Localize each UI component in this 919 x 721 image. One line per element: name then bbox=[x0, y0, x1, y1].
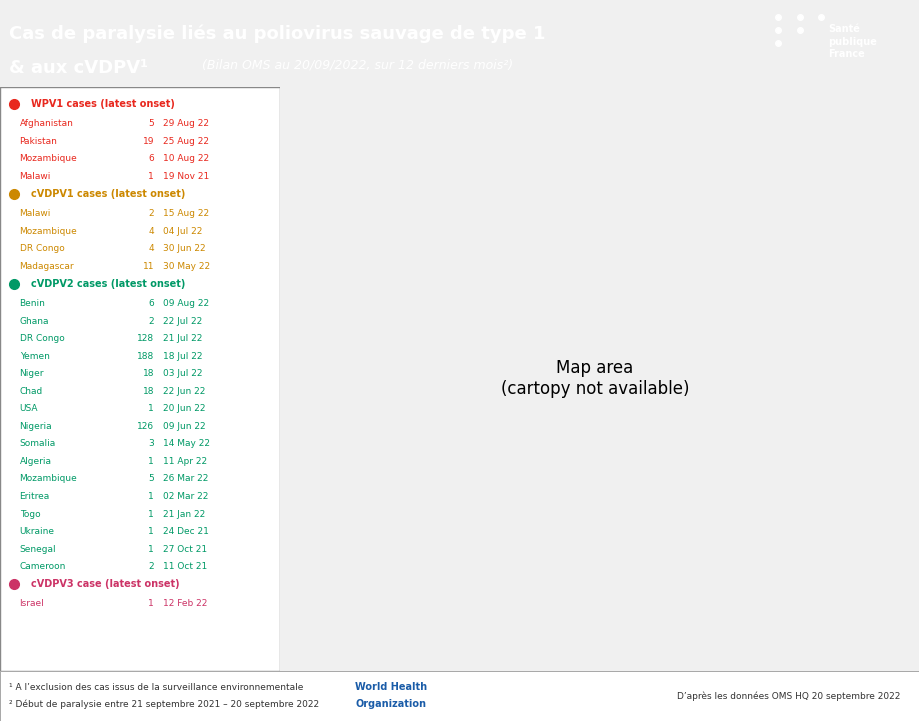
Text: 1: 1 bbox=[148, 544, 154, 554]
Text: 22 Jul 22: 22 Jul 22 bbox=[163, 317, 202, 326]
Text: Eritrea: Eritrea bbox=[19, 492, 50, 501]
Text: 24 Dec 21: 24 Dec 21 bbox=[163, 527, 209, 536]
Text: 09 Aug 22: 09 Aug 22 bbox=[163, 299, 209, 309]
Text: 1: 1 bbox=[148, 457, 154, 466]
Text: 14 May 22: 14 May 22 bbox=[163, 439, 210, 448]
Text: 12 Feb 22: 12 Feb 22 bbox=[163, 599, 207, 609]
Text: 18: 18 bbox=[142, 387, 154, 396]
Text: ² Début de paralysie entre 21 septembre 2021 – 20 septembre 2022: ² Début de paralysie entre 21 septembre … bbox=[9, 700, 319, 709]
Text: cVDPV3 case (latest onset): cVDPV3 case (latest onset) bbox=[31, 579, 179, 589]
Text: 1: 1 bbox=[148, 404, 154, 413]
Text: Mozambique: Mozambique bbox=[19, 154, 77, 164]
Text: 04 Jul 22: 04 Jul 22 bbox=[163, 227, 202, 236]
Text: Niger: Niger bbox=[19, 369, 44, 379]
Text: 2: 2 bbox=[149, 209, 154, 218]
Text: D’après les données OMS HQ 20 septembre 2022: D’après les données OMS HQ 20 septembre … bbox=[677, 691, 901, 701]
Text: Somalia: Somalia bbox=[19, 439, 56, 448]
Text: Malawi: Malawi bbox=[19, 172, 51, 181]
Text: 1: 1 bbox=[148, 599, 154, 609]
Text: cVDPV2 cases (latest onset): cVDPV2 cases (latest onset) bbox=[31, 279, 186, 289]
Text: 19: 19 bbox=[142, 137, 154, 146]
Text: 19 Nov 21: 19 Nov 21 bbox=[163, 172, 209, 181]
Text: 29 Aug 22: 29 Aug 22 bbox=[163, 120, 209, 128]
Text: Cameroon: Cameroon bbox=[19, 562, 66, 571]
Text: ¹ A l’exclusion des cas issus de la surveillance environnementale: ¹ A l’exclusion des cas issus de la surv… bbox=[9, 684, 303, 692]
Text: 11: 11 bbox=[142, 262, 154, 271]
Text: Chad: Chad bbox=[19, 387, 43, 396]
Text: 25 Aug 22: 25 Aug 22 bbox=[163, 137, 209, 146]
Text: Nigeria: Nigeria bbox=[19, 422, 52, 431]
Text: Organization: Organization bbox=[355, 699, 426, 709]
Text: 6: 6 bbox=[148, 154, 154, 164]
Text: Afghanistan: Afghanistan bbox=[19, 120, 74, 128]
Text: Mozambique: Mozambique bbox=[19, 227, 77, 236]
Text: (Bilan OMS au 20/09/2022, sur 12 derniers mois²): (Bilan OMS au 20/09/2022, sur 12 dernier… bbox=[202, 59, 514, 72]
Text: DR Congo: DR Congo bbox=[19, 244, 64, 253]
Text: 2: 2 bbox=[149, 317, 154, 326]
Text: Santé
publique
France: Santé publique France bbox=[828, 25, 877, 59]
Text: World Health: World Health bbox=[355, 682, 426, 692]
Text: WPV1 cases (latest onset): WPV1 cases (latest onset) bbox=[31, 99, 175, 109]
Text: 1: 1 bbox=[148, 527, 154, 536]
Text: & aux cVDPV¹: & aux cVDPV¹ bbox=[9, 59, 161, 77]
Text: DR Congo: DR Congo bbox=[19, 335, 64, 343]
Text: USA: USA bbox=[19, 404, 38, 413]
Text: 11 Apr 22: 11 Apr 22 bbox=[163, 457, 207, 466]
Text: Algeria: Algeria bbox=[19, 457, 51, 466]
Text: Pakistan: Pakistan bbox=[19, 137, 58, 146]
Text: 11 Oct 21: 11 Oct 21 bbox=[163, 562, 207, 571]
Text: cVDPV1 cases (latest onset): cVDPV1 cases (latest onset) bbox=[31, 189, 186, 199]
Text: 1: 1 bbox=[148, 510, 154, 518]
Text: 1: 1 bbox=[148, 492, 154, 501]
Text: Benin: Benin bbox=[19, 299, 46, 309]
Text: 09 Jun 22: 09 Jun 22 bbox=[163, 422, 205, 431]
Text: 26 Mar 22: 26 Mar 22 bbox=[163, 474, 208, 484]
Text: 20 Jun 22: 20 Jun 22 bbox=[163, 404, 205, 413]
Text: 4: 4 bbox=[149, 244, 154, 253]
Text: Israel: Israel bbox=[19, 599, 44, 609]
Text: Ghana: Ghana bbox=[19, 317, 49, 326]
Text: 18: 18 bbox=[142, 369, 154, 379]
Text: Malawi: Malawi bbox=[19, 209, 51, 218]
Text: 126: 126 bbox=[137, 422, 154, 431]
Text: 10 Aug 22: 10 Aug 22 bbox=[163, 154, 209, 164]
Text: Yemen: Yemen bbox=[19, 352, 50, 360]
Text: Madagascar: Madagascar bbox=[19, 262, 74, 271]
Text: Mozambique: Mozambique bbox=[19, 474, 77, 484]
Text: 03 Jul 22: 03 Jul 22 bbox=[163, 369, 202, 379]
Text: 5: 5 bbox=[148, 120, 154, 128]
Text: 188: 188 bbox=[137, 352, 154, 360]
Text: Togo: Togo bbox=[19, 510, 40, 518]
Text: 30 May 22: 30 May 22 bbox=[163, 262, 210, 271]
Text: 21 Jul 22: 21 Jul 22 bbox=[163, 335, 202, 343]
Text: 02 Mar 22: 02 Mar 22 bbox=[163, 492, 208, 501]
Text: Map area
(cartopy not available): Map area (cartopy not available) bbox=[501, 359, 689, 398]
Text: 21 Jan 22: 21 Jan 22 bbox=[163, 510, 205, 518]
Text: 22 Jun 22: 22 Jun 22 bbox=[163, 387, 205, 396]
Text: 27 Oct 21: 27 Oct 21 bbox=[163, 544, 207, 554]
Text: 5: 5 bbox=[148, 474, 154, 484]
Text: Ukraine: Ukraine bbox=[19, 527, 54, 536]
Text: 6: 6 bbox=[148, 299, 154, 309]
Text: Senegal: Senegal bbox=[19, 544, 56, 554]
Text: 15 Aug 22: 15 Aug 22 bbox=[163, 209, 209, 218]
Text: 4: 4 bbox=[149, 227, 154, 236]
Text: 30 Jun 22: 30 Jun 22 bbox=[163, 244, 205, 253]
Text: 18 Jul 22: 18 Jul 22 bbox=[163, 352, 202, 360]
Text: 2: 2 bbox=[149, 562, 154, 571]
Text: 128: 128 bbox=[137, 335, 154, 343]
Text: 1: 1 bbox=[148, 172, 154, 181]
Text: 3: 3 bbox=[148, 439, 154, 448]
Text: Cas de paralysie liés au poliovirus sauvage de type 1: Cas de paralysie liés au poliovirus sauv… bbox=[9, 25, 546, 43]
